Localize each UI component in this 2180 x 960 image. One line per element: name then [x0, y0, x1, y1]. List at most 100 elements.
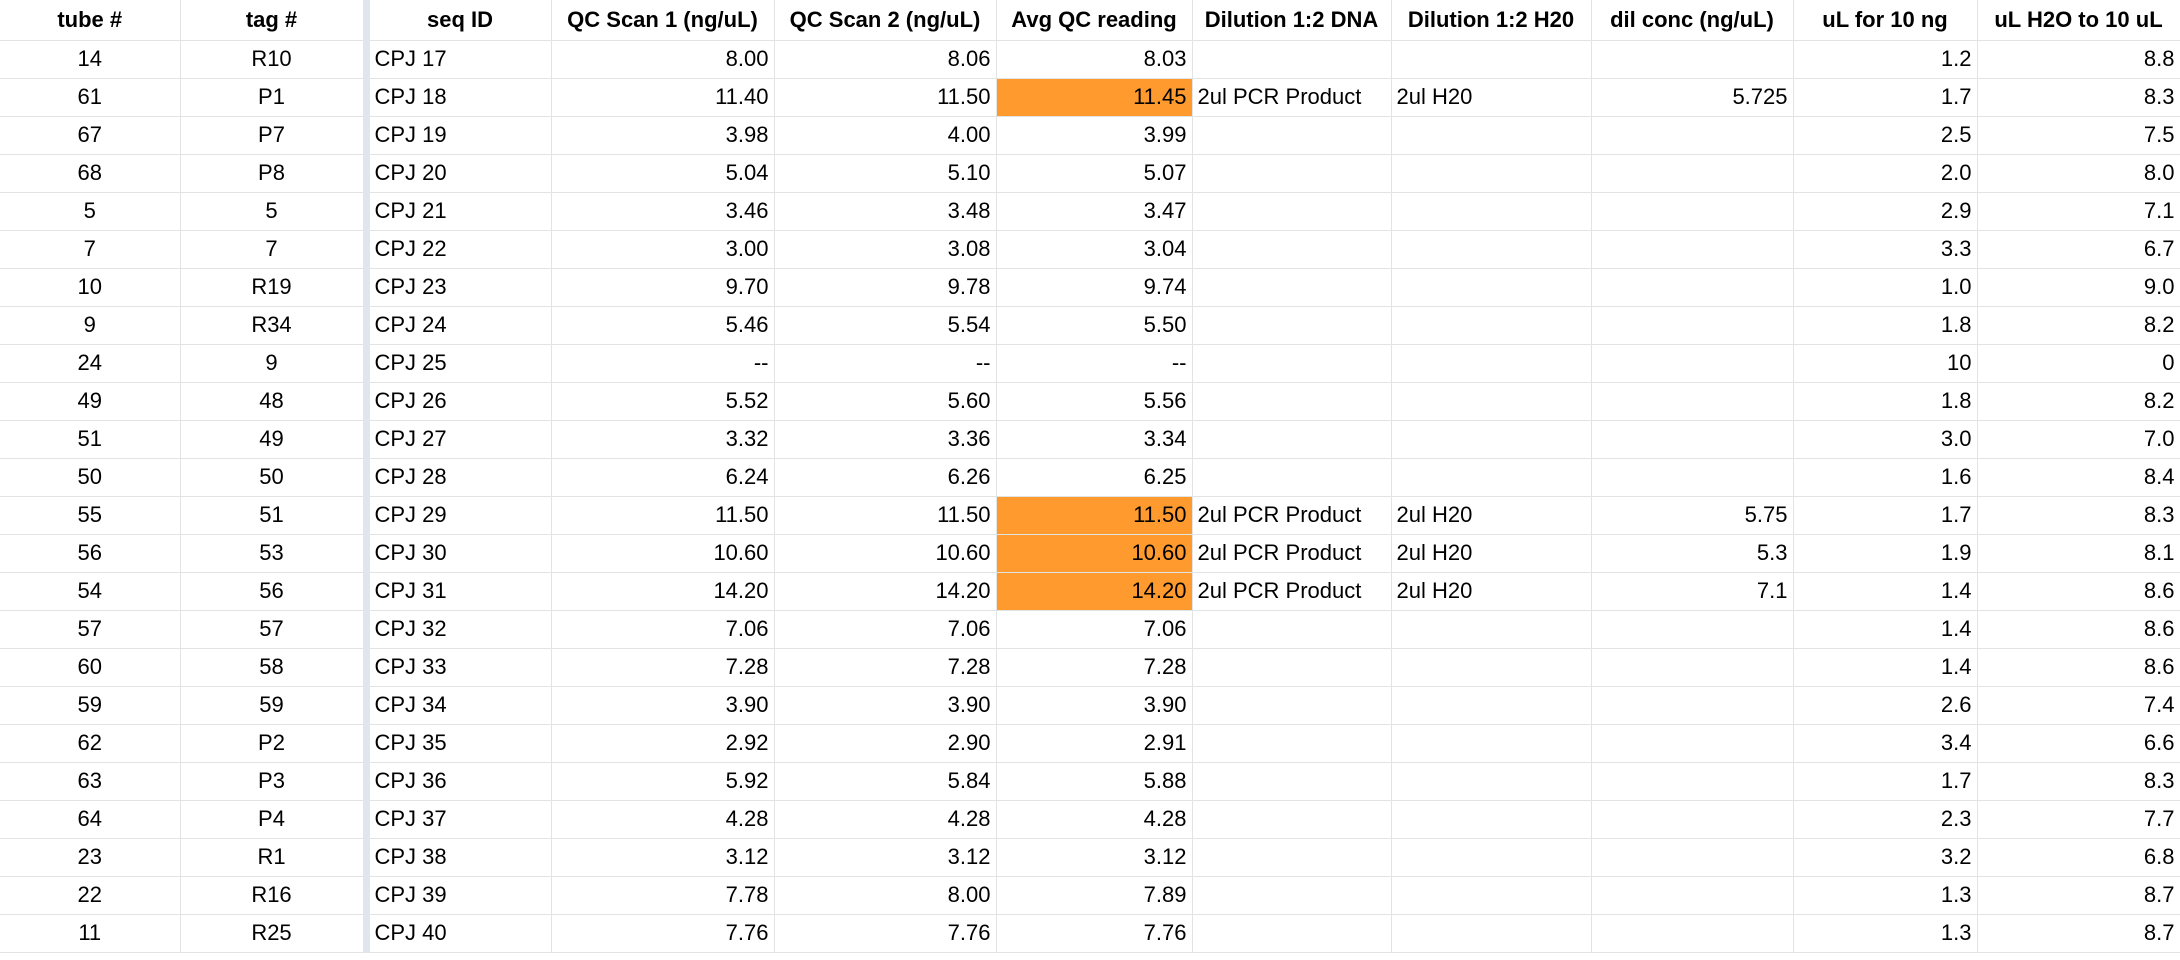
cell-dilution-dna[interactable] [1192, 116, 1392, 155]
cell-dilution-h2o[interactable]: 2ul H20 [1391, 572, 1592, 611]
cell-ul-h2o[interactable]: 6.8 [1977, 838, 2180, 877]
cell-qc-scan-1[interactable]: 7.76 [551, 914, 775, 953]
cell-seq-id[interactable]: CPJ 29 [366, 496, 552, 535]
cell-dilution-h2o[interactable] [1391, 914, 1592, 953]
cell-tube[interactable]: 23 [0, 838, 181, 877]
cell-dilution-dna[interactable] [1192, 876, 1392, 915]
cell-dilution-h2o[interactable]: 2ul H20 [1391, 534, 1592, 573]
cell-tube[interactable]: 67 [0, 116, 181, 155]
cell-dil-conc[interactable] [1591, 838, 1794, 877]
cell-tube[interactable]: 11 [0, 914, 181, 953]
cell-qc-scan-2[interactable]: 4.00 [774, 116, 997, 155]
cell-seq-id[interactable]: CPJ 31 [366, 572, 552, 611]
cell-dilution-dna[interactable] [1192, 382, 1392, 421]
cell-dilution-dna[interactable]: 2ul PCR Product [1192, 78, 1392, 117]
cell-dilution-h2o[interactable] [1391, 800, 1592, 839]
cell-dilution-dna[interactable]: 2ul PCR Product [1192, 496, 1392, 535]
cell-qc-scan-1[interactable]: 3.90 [551, 686, 775, 725]
cell-dilution-dna[interactable] [1192, 648, 1392, 687]
cell-ul-h2o[interactable]: 8.6 [1977, 572, 2180, 611]
cell-dilution-dna[interactable] [1192, 344, 1392, 383]
cell-dil-conc[interactable] [1591, 116, 1794, 155]
cell-dilution-h2o[interactable] [1391, 458, 1592, 497]
cell-qc-scan-1[interactable]: -- [551, 344, 775, 383]
cell-dil-conc[interactable] [1591, 686, 1794, 725]
cell-ul-h2o[interactable]: 9.0 [1977, 268, 2180, 307]
header-cell-seq-id[interactable]: seq ID [366, 0, 552, 41]
cell-avg-qc[interactable]: 7.06 [996, 610, 1193, 649]
cell-qc-scan-2[interactable]: 4.28 [774, 800, 997, 839]
cell-ul-for-10ng[interactable]: 2.9 [1793, 192, 1978, 231]
cell-qc-scan-1[interactable]: 9.70 [551, 268, 775, 307]
cell-seq-id[interactable]: CPJ 40 [366, 914, 552, 953]
cell-ul-for-10ng[interactable]: 1.6 [1793, 458, 1978, 497]
cell-tube[interactable]: 49 [0, 382, 181, 421]
cell-tag[interactable]: 51 [180, 496, 370, 535]
cell-ul-for-10ng[interactable]: 1.8 [1793, 306, 1978, 345]
cell-dilution-h2o[interactable] [1391, 420, 1592, 459]
cell-dil-conc[interactable] [1591, 914, 1794, 953]
cell-ul-for-10ng[interactable]: 3.0 [1793, 420, 1978, 459]
cell-dilution-dna[interactable] [1192, 458, 1392, 497]
cell-dil-conc[interactable] [1591, 40, 1794, 79]
cell-ul-for-10ng[interactable]: 2.5 [1793, 116, 1978, 155]
cell-avg-qc[interactable]: 7.89 [996, 876, 1193, 915]
cell-dil-conc[interactable] [1591, 268, 1794, 307]
cell-ul-h2o[interactable]: 8.7 [1977, 914, 2180, 953]
cell-dilution-dna[interactable] [1192, 610, 1392, 649]
cell-ul-for-10ng[interactable]: 3.3 [1793, 230, 1978, 269]
cell-qc-scan-1[interactable]: 3.12 [551, 838, 775, 877]
cell-dilution-dna[interactable] [1192, 306, 1392, 345]
header-cell-ul-for-10ng[interactable]: uL for 10 ng [1793, 0, 1978, 41]
cell-ul-h2o[interactable]: 7.5 [1977, 116, 2180, 155]
cell-dilution-dna[interactable] [1192, 230, 1392, 269]
cell-dilution-dna[interactable] [1192, 420, 1392, 459]
cell-ul-for-10ng[interactable]: 1.4 [1793, 572, 1978, 611]
cell-qc-scan-2[interactable]: 9.78 [774, 268, 997, 307]
cell-dilution-dna[interactable] [1192, 800, 1392, 839]
cell-dil-conc[interactable]: 7.1 [1591, 572, 1794, 611]
cell-dil-conc[interactable] [1591, 382, 1794, 421]
cell-tube[interactable]: 10 [0, 268, 181, 307]
cell-ul-h2o[interactable]: 8.1 [1977, 534, 2180, 573]
cell-ul-for-10ng[interactable]: 2.3 [1793, 800, 1978, 839]
cell-dilution-h2o[interactable] [1391, 268, 1592, 307]
header-cell-qc-scan-1[interactable]: QC Scan 1 (ng/uL) [551, 0, 775, 41]
cell-qc-scan-1[interactable]: 3.46 [551, 192, 775, 231]
cell-dil-conc[interactable] [1591, 420, 1794, 459]
cell-seq-id[interactable]: CPJ 27 [366, 420, 552, 459]
cell-ul-for-10ng[interactable]: 2.6 [1793, 686, 1978, 725]
cell-ul-for-10ng[interactable]: 1.8 [1793, 382, 1978, 421]
cell-dilution-h2o[interactable] [1391, 306, 1592, 345]
cell-ul-h2o[interactable]: 7.4 [1977, 686, 2180, 725]
cell-ul-for-10ng[interactable]: 10 [1793, 344, 1978, 383]
cell-tag[interactable]: 59 [180, 686, 370, 725]
cell-qc-scan-1[interactable]: 7.78 [551, 876, 775, 915]
cell-dilution-h2o[interactable] [1391, 40, 1592, 79]
cell-avg-qc[interactable]: 3.34 [996, 420, 1193, 459]
cell-tag[interactable]: 58 [180, 648, 370, 687]
cell-seq-id[interactable]: CPJ 37 [366, 800, 552, 839]
cell-tube[interactable]: 59 [0, 686, 181, 725]
cell-dilution-h2o[interactable] [1391, 116, 1592, 155]
cell-ul-for-10ng[interactable]: 1.7 [1793, 78, 1978, 117]
cell-ul-h2o[interactable]: 8.8 [1977, 40, 2180, 79]
cell-dilution-dna[interactable] [1192, 268, 1392, 307]
cell-dil-conc[interactable] [1591, 762, 1794, 801]
cell-tube[interactable]: 54 [0, 572, 181, 611]
cell-ul-for-10ng[interactable]: 2.0 [1793, 154, 1978, 193]
cell-avg-qc[interactable]: 5.50 [996, 306, 1193, 345]
cell-tube[interactable]: 24 [0, 344, 181, 383]
cell-avg-qc[interactable]: 3.12 [996, 838, 1193, 877]
cell-avg-qc[interactable]: 3.47 [996, 192, 1193, 231]
cell-avg-qc[interactable]: 4.28 [996, 800, 1193, 839]
cell-dilution-dna[interactable]: 2ul PCR Product [1192, 572, 1392, 611]
cell-ul-for-10ng[interactable]: 1.3 [1793, 876, 1978, 915]
cell-qc-scan-1[interactable]: 14.20 [551, 572, 775, 611]
cell-dil-conc[interactable] [1591, 306, 1794, 345]
cell-dilution-h2o[interactable] [1391, 344, 1592, 383]
cell-qc-scan-1[interactable]: 5.92 [551, 762, 775, 801]
cell-qc-scan-2[interactable]: 5.60 [774, 382, 997, 421]
cell-qc-scan-2[interactable]: 10.60 [774, 534, 997, 573]
